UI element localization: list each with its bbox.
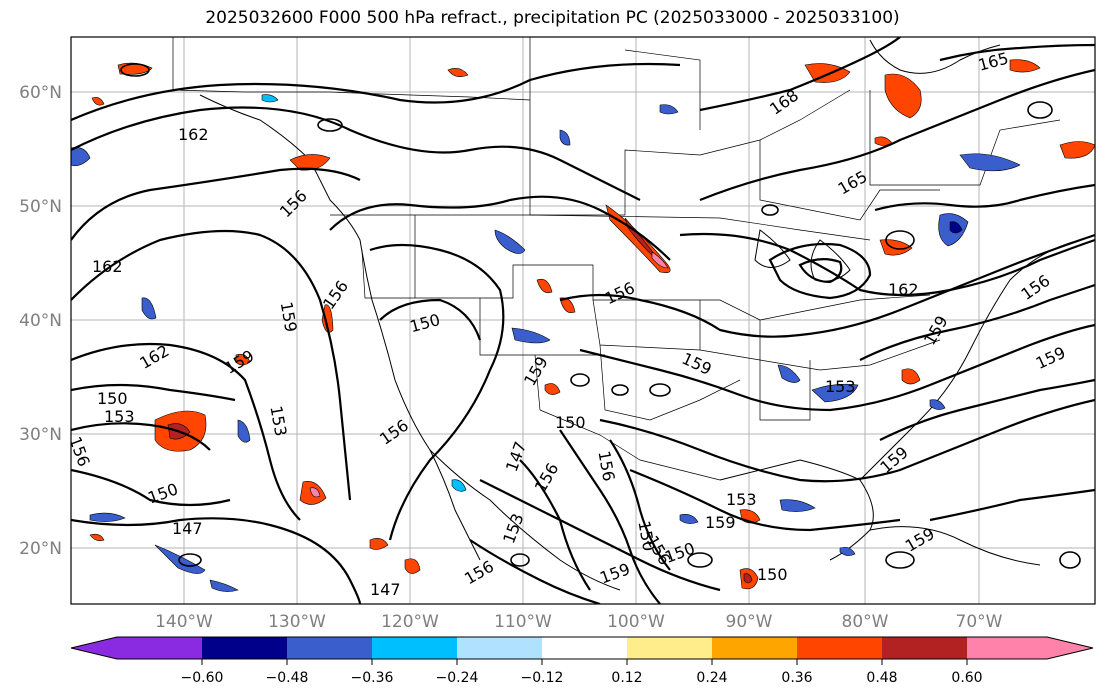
colorbar-tick-label: −0.24 [436,670,479,686]
colorbar-segment [372,637,457,659]
contour-label: 147 [370,580,401,599]
colorbar-tick-label: −0.12 [521,670,564,686]
colorbar-tick-label: 0.36 [781,670,812,686]
colorbar-tick-label: −0.36 [351,670,394,686]
lat-label-20n: 20°N [19,539,62,559]
colorbar-segment [287,637,372,659]
coastlines [199,39,1081,591]
refractivity-contours [71,37,1095,604]
contour-label: 150 [757,565,788,584]
contour-label: 162 [92,257,123,276]
lon-label-140w: 140°W [155,612,213,632]
colorbar-tick-label: −0.60 [181,670,224,686]
contour-label: 159 [705,513,736,532]
lat-label-60n: 60°N [19,83,62,103]
colorbar-segment [117,637,202,659]
colorbar-segment [627,637,712,659]
colorbar-outline [70,636,1094,660]
figure-title: 2025032600 F000 500 hPa refract., precip… [205,8,900,28]
lon-label-100w: 100°W [607,612,665,632]
contour-label: 153 [104,407,135,426]
colorbar-segment [797,637,882,659]
contour-label: 147 [172,519,203,538]
precip-negative-areas [71,94,1021,592]
colorbar-segment [967,637,1047,659]
contour-label: 150 [555,413,586,432]
contour-label: 162 [888,280,919,299]
longitude-labels: 140°W 130°W 120°W 110°W 100°W 90°W 80°W … [155,612,1003,632]
colorbar-extend-max [1047,637,1093,659]
lat-label-40n: 40°N [19,311,62,331]
colorbar-tick-label: −0.48 [266,670,309,686]
colorbar-segment [542,637,627,659]
small-contour-rings [120,63,1081,569]
lon-label-90w: 90°W [726,612,773,632]
colorbar-segment [202,637,287,659]
colorbar-tick-label: 0.12 [611,670,642,686]
map-frame [70,36,1096,605]
colorbar-tick-label: 0.24 [696,670,727,686]
lon-label-80w: 80°W [842,612,889,632]
contour-label: 153 [726,490,757,509]
colorbar-tick-label: 0.48 [866,670,897,686]
contour-label: 150 [97,389,128,408]
colorbar-segment [457,637,542,659]
contour-label: 162 [178,125,209,144]
colorbar-segment [712,637,797,659]
lon-label-120w: 120°W [381,612,439,632]
colorbar-tick-label: 0.60 [951,670,982,686]
lon-label-70w: 70°W [956,612,1003,632]
lat-label-30n: 30°N [19,425,62,445]
colorbar: −0.60 −0.48 −0.36 −0.24 −0.12 0.12 0.24 … [70,636,1094,686]
lon-label-130w: 130°W [268,612,326,632]
latitude-labels: 60°N 50°N 40°N 30°N 20°N [19,83,62,559]
contour-label: 153 [825,377,856,396]
colorbar-extend-min [71,637,117,659]
colorbar-ticks [201,659,968,665]
lat-label-50n: 50°N [19,197,62,217]
colorbar-segment [882,637,967,659]
lon-label-110w: 110°W [494,612,552,632]
